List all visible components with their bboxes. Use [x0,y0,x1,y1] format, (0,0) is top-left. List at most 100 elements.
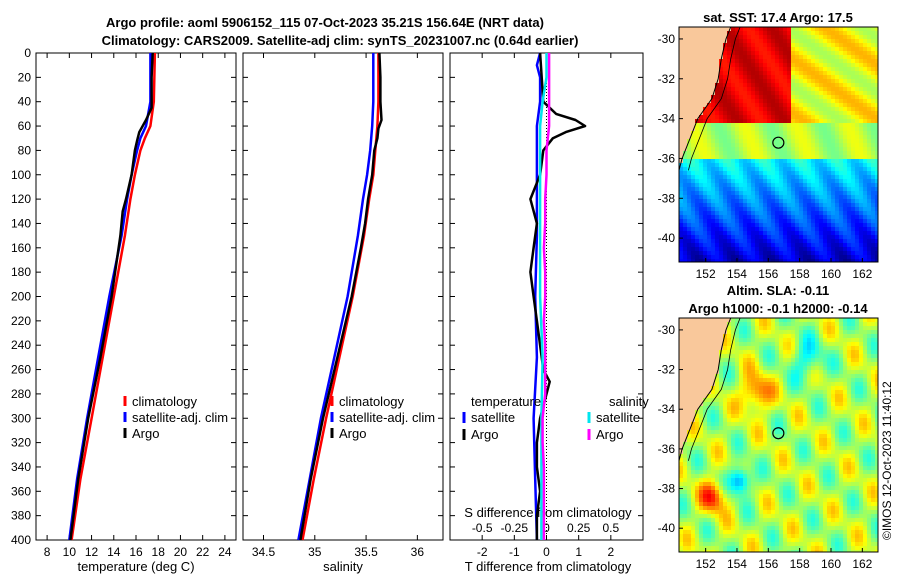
sla_map-cell [751,454,756,459]
sla_map-cell [743,346,748,351]
sst_map-cell [735,119,740,124]
sla_map-cell [719,382,724,387]
sla_map-cell [787,322,792,327]
sla_map-cell [711,494,716,499]
sla_map-cell [719,538,724,543]
sst_map-cell [707,235,712,240]
sst_map-cell [859,39,864,44]
sst_map-cell [735,167,740,172]
sla_map-cell [707,522,712,527]
sst_map-cell [803,59,808,64]
sst_map-cell [711,167,716,172]
sla_map-cell [679,442,684,447]
sla_map-cell [703,502,708,507]
sst_map-cell [747,243,752,248]
sla_map-cell [739,426,744,431]
sla_map-cell [775,434,780,439]
sla_map-cell [723,394,728,399]
sst_map-cell [803,63,808,68]
sla_map-cell [711,474,716,479]
sla_map-cell [719,510,724,515]
sst_map-cell [755,219,760,224]
sst_map-cell [843,227,848,232]
sst_map-cell [783,179,788,184]
sla_map-cell [743,474,748,479]
sla_map-cell [751,374,756,379]
sst_map-cell [727,187,732,192]
sla_map-cell [755,526,760,531]
sla_map-cell [783,470,788,475]
sst_map-cell [835,195,840,200]
sla_map-cell [707,370,712,375]
sla_map-cell [727,374,732,379]
sst_map-cell [771,67,776,72]
sst_map-cell [799,167,804,172]
sst_map-cell [699,123,704,128]
sla_map-cell [751,382,756,387]
sla_map-cell [683,362,688,367]
sst_map-cell [803,95,808,100]
sst_map-cell [827,223,832,228]
sla_map-cell [703,450,708,455]
sst_map-cell [679,83,684,88]
sst_map-cell [811,247,816,252]
sla_map-cell [679,498,684,503]
sst_map-cell [803,107,808,112]
sla_map-cell [719,446,724,451]
sst_map-cell [871,175,876,180]
sst_map-cell [699,95,704,100]
sla_map-cell [683,486,688,491]
sla_map-cell [691,346,696,351]
sst_map-cell [803,211,808,216]
sst_map-cell [695,243,700,248]
sst_map-cell [711,63,716,68]
sla_map-cell [695,322,700,327]
sst_map-cell [875,191,878,196]
sst_map-cell [807,87,812,92]
sst_map-cell [747,67,752,72]
sla_map-cell [779,482,784,487]
sst_map-cell [811,151,816,156]
sla_map-cell [743,402,748,407]
sst_map-cell [795,211,800,216]
sst_map-cell [775,175,780,180]
sst_map-cell [719,35,724,40]
sla_map-cell [731,534,736,539]
sst_map-cell [855,35,860,40]
sla_map-cell [747,502,752,507]
sla_map-cell [711,454,716,459]
sst_map-cell [683,47,688,52]
sst_map-cell [867,95,872,100]
sst_map-cell [771,199,776,204]
sla_map-cell [795,350,800,355]
sst_map-cell [819,227,824,232]
sst_map-cell [855,187,860,192]
sst_map-cell [827,183,832,188]
sla_map-cell [743,418,748,423]
sst_map-cell [811,219,816,224]
sla_map-cell [747,402,752,407]
sla_map-cell [731,518,736,523]
sst_map-cell [683,119,688,124]
sla_map-cell [783,506,788,511]
sla_map-cell [699,486,704,491]
sla_map-cell [679,346,684,351]
sst_map-cell [775,163,780,168]
sst_map-cell [703,115,708,120]
sla_map-cell [779,466,784,471]
sst_map-cell [827,247,832,252]
sst_map-cell [683,227,688,232]
sla_map-cell [731,422,736,427]
sst_map-cell [871,99,876,104]
sla_map-cell [767,382,772,387]
sst_map-cell [815,99,820,104]
sla_map-cell [687,410,692,415]
sla_map-cell [795,506,800,511]
sst_map-cell [803,55,808,60]
sst_map-cell [827,179,832,184]
sla_map-cell [763,382,768,387]
sst_map-cell [835,159,840,164]
sla_map-cell [699,398,704,403]
sla_map-cell [759,526,764,531]
sst_map-cell [803,247,808,252]
